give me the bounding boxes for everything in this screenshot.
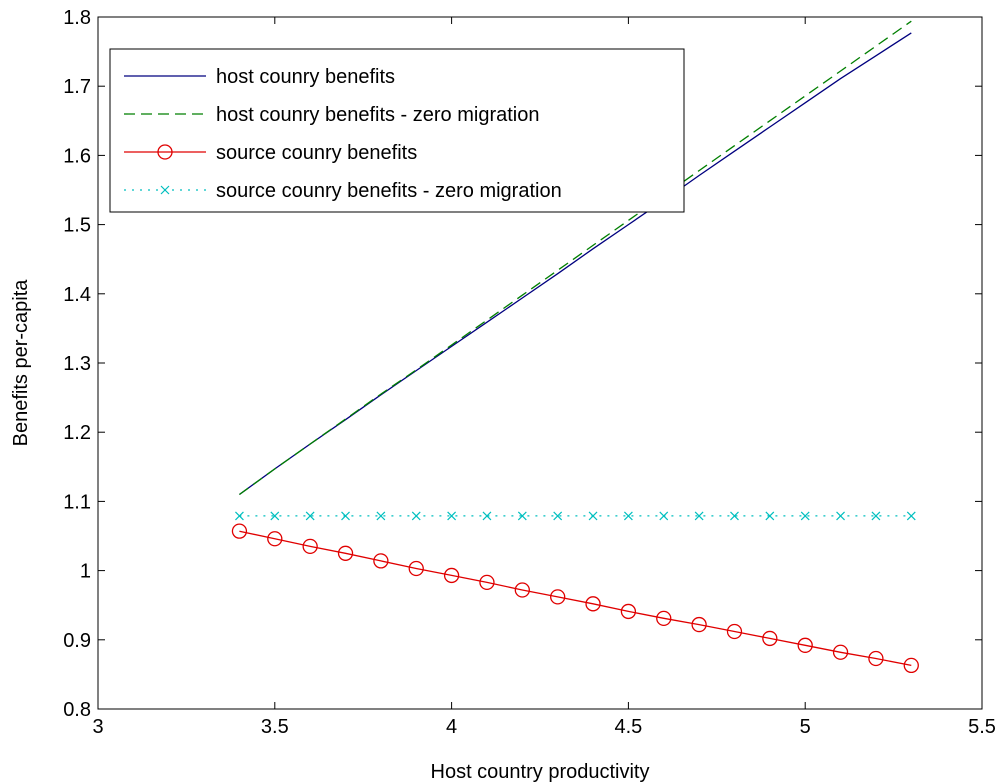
x-tick-label: 3.5 — [261, 716, 289, 738]
series-2 — [239, 20, 912, 496]
data-point — [906, 511, 916, 521]
data-point — [305, 511, 315, 521]
data-point — [588, 511, 598, 521]
data-point — [408, 560, 424, 577]
data-point — [482, 511, 492, 521]
legend-label: source counry benefits — [216, 142, 417, 164]
series-4 — [235, 511, 916, 521]
legend-entry: source counry benefits - zero migration — [124, 180, 562, 202]
series-line — [239, 530, 912, 667]
legend-entry: host counry benefits — [124, 66, 395, 88]
x-tick-label: 4.5 — [614, 716, 642, 738]
y-tick-label: 1.1 — [63, 491, 91, 513]
data-point — [691, 616, 707, 633]
data-point — [270, 511, 280, 521]
data-point — [337, 545, 354, 561]
data-point — [585, 596, 601, 612]
x-tick-label: 4 — [446, 716, 457, 738]
data-point — [302, 538, 318, 555]
data-point — [235, 511, 244, 521]
legend-entry: host counry benefits - zero migration — [124, 104, 540, 126]
data-point — [514, 582, 530, 598]
data-point — [903, 657, 919, 674]
legend-label: source counry benefits - zero migration — [216, 180, 562, 202]
data-point — [623, 511, 633, 521]
series-3 — [231, 523, 919, 674]
data-point — [411, 511, 421, 521]
x-tick-label: 5 — [800, 716, 811, 738]
legend-marker — [160, 185, 170, 195]
data-point — [762, 630, 778, 647]
y-tick-label: 0.8 — [63, 699, 91, 721]
y-tick-label: 1.7 — [63, 76, 91, 98]
data-point — [730, 511, 739, 521]
x-tick-label: 3 — [92, 716, 103, 738]
legend-entry: source counry benefits — [124, 142, 417, 164]
data-point — [341, 511, 350, 521]
data-point — [479, 574, 495, 591]
legend-label: host counry benefits — [216, 66, 395, 88]
y-tick-label: 1 — [80, 561, 91, 583]
legend-marker — [157, 144, 173, 160]
legend: host counry benefits host counry benefits… — [109, 48, 685, 213]
data-point — [656, 610, 672, 626]
y-tick-label: 1.5 — [63, 215, 91, 237]
data-point — [376, 511, 386, 521]
data-point — [267, 531, 283, 547]
data-point — [871, 511, 881, 521]
ticks-layer: 3 3.5 4 4.5 5 5.5 0.8 0.9 1 1.1 1.2 1.3 1.4 1.5 1.6 1.7… — [63, 7, 996, 738]
y-tick-label: 1.3 — [63, 353, 91, 375]
data-point — [231, 523, 248, 539]
x-tick-label: 5.5 — [968, 716, 996, 738]
data-point — [694, 511, 704, 521]
data-point — [797, 637, 813, 653]
data-point — [373, 553, 389, 569]
series-line — [239, 20, 912, 496]
data-point — [659, 511, 669, 521]
data-point — [832, 644, 849, 660]
data-point — [726, 623, 743, 640]
y-tick-label: 1.4 — [63, 284, 91, 306]
data-point — [620, 603, 637, 620]
data-point — [553, 511, 563, 521]
y-axis-label: Benefits per-capita — [10, 279, 32, 447]
series-layer — [231, 20, 919, 674]
data-point — [517, 511, 527, 521]
y-tick-label: 1.6 — [63, 145, 91, 167]
data-point — [443, 567, 460, 584]
data-point — [550, 589, 566, 605]
data-point — [800, 511, 810, 521]
y-tick-label: 1.2 — [63, 422, 91, 444]
y-tick-label: 0.9 — [63, 630, 91, 652]
x-axis-label: Host country productivity — [431, 761, 650, 783]
data-point — [868, 650, 884, 667]
y-tick-label: 1.8 — [63, 7, 91, 29]
legend-label: host counry benefits - zero migration — [216, 104, 540, 126]
data-point — [447, 511, 457, 521]
data-point — [765, 511, 775, 521]
data-point — [836, 511, 845, 521]
